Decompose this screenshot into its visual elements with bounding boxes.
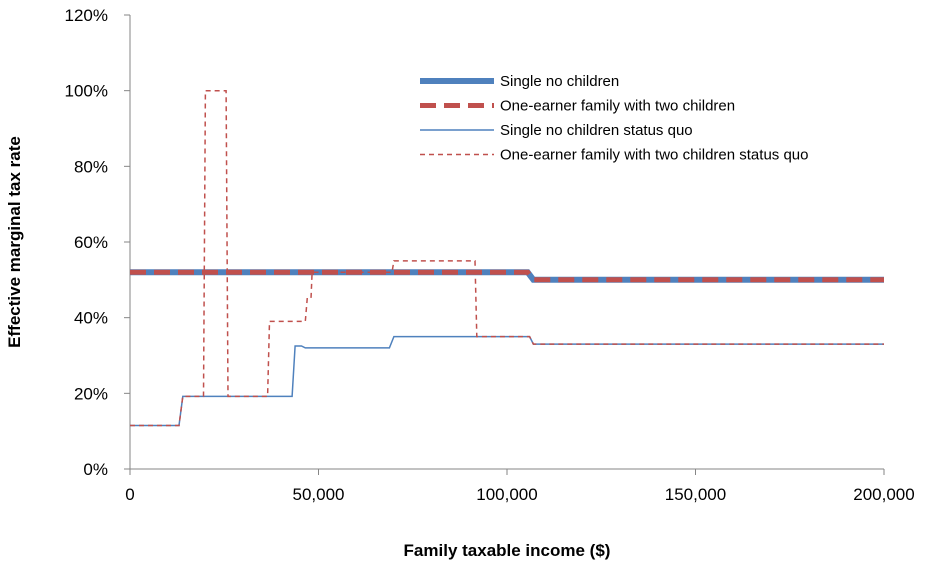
series-one-earner-two-children [130, 269, 884, 283]
y-tick-label: 80% [74, 157, 108, 176]
y-tick-label: 20% [74, 384, 108, 403]
x-axis: 0 50,000 100,000 150,000 200,000 [125, 468, 915, 504]
legend-label: Single no children [500, 73, 619, 90]
legend: Single no children One-earner family with… [420, 73, 808, 164]
series-single-no-children [130, 269, 884, 283]
x-tick-label: 0 [125, 485, 134, 504]
y-axis: 0% 20% 40% 60% 80% 100% 120% [65, 6, 131, 479]
x-tick-label: 200,000 [853, 485, 914, 504]
legend-label: One-earner family with two children stat… [500, 147, 808, 164]
x-tick-label: 100,000 [476, 485, 537, 504]
y-tick-label: 0% [83, 460, 108, 479]
y-axis-title: Effective marginal tax rate [5, 136, 24, 348]
series-one-earner-two-children-status-quo [130, 89, 884, 427]
x-tick-label: 150,000 [665, 485, 726, 504]
legend-label: One-earner family with two children [500, 98, 735, 115]
y-tick-label: 40% [74, 309, 108, 328]
y-tick-label: 100% [65, 82, 108, 101]
y-tick-label: 60% [74, 233, 108, 252]
y-tick-label: 120% [65, 6, 108, 25]
series-single-no-children-status-quo [130, 335, 884, 427]
legend-label: Single no children status quo [500, 122, 693, 139]
plot-area [130, 89, 884, 427]
x-tick-label: 50,000 [293, 485, 345, 504]
x-axis-title: Family taxable income ($) [404, 541, 611, 560]
